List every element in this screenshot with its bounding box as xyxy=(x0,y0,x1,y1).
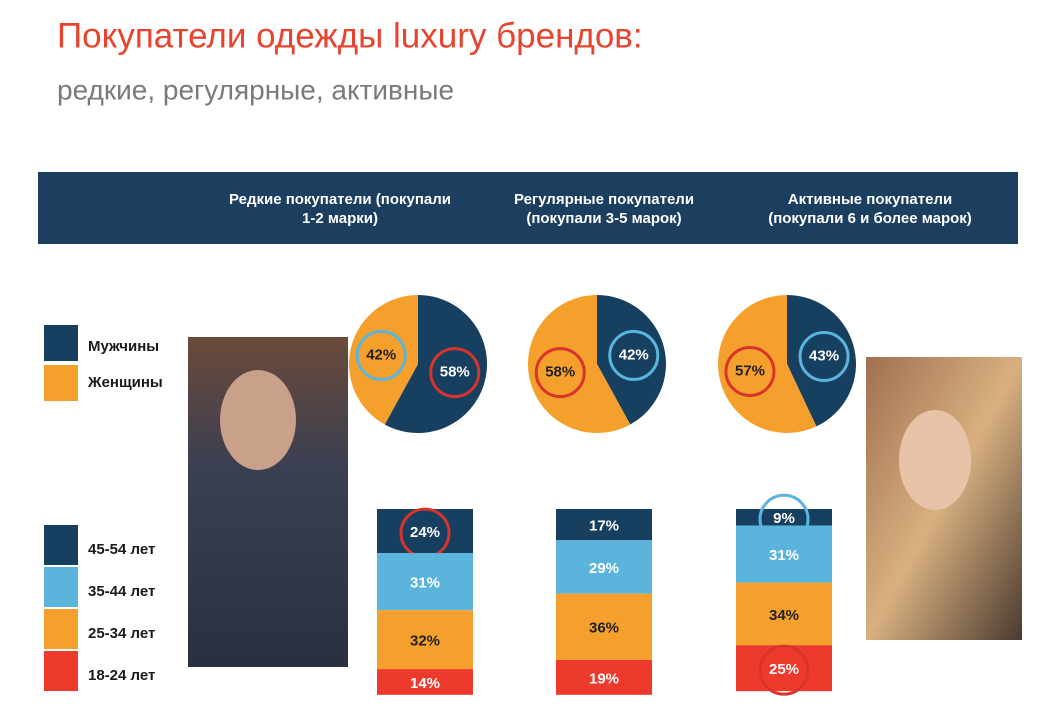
column-header: (покупали 3-5 марок) xyxy=(526,210,681,227)
title: Покупатели одежды luxury брендов: xyxy=(57,16,643,55)
bar-label: 17% xyxy=(589,518,619,535)
column-header: 1-2 марки) xyxy=(302,210,378,227)
bar-label: 32% xyxy=(410,633,440,650)
legend-swatch xyxy=(44,365,78,401)
highlight-ring xyxy=(534,347,586,399)
highlight-ring xyxy=(724,346,776,398)
bar-segment xyxy=(556,509,652,541)
pie-label: 43% xyxy=(809,347,839,364)
bar-segment xyxy=(736,525,832,583)
header-band xyxy=(38,172,1018,244)
legend-swatch xyxy=(44,651,78,691)
legend-label: Мужчины xyxy=(88,338,159,355)
pie-slice xyxy=(597,295,666,425)
bar-segment xyxy=(556,659,652,695)
pie-label: 42% xyxy=(619,346,649,363)
bar-label: 9% xyxy=(773,510,795,527)
highlight-ring xyxy=(355,329,407,381)
photo-woman-face xyxy=(899,410,971,510)
pie-slice xyxy=(528,295,631,434)
highlight-ring xyxy=(429,347,481,399)
legend-label: Женщины xyxy=(87,374,163,391)
legend-label: 18-24 лет xyxy=(88,667,155,684)
legend-swatch xyxy=(44,567,78,607)
bar-label: 31% xyxy=(769,547,799,564)
column-header: Активные покупатели xyxy=(788,191,952,208)
legend-swatch xyxy=(44,325,78,361)
highlight-ring xyxy=(758,644,810,696)
pie-label: 58% xyxy=(440,364,470,381)
legend-swatch xyxy=(44,525,78,565)
bar-label: 36% xyxy=(589,620,619,637)
bar-label: 25% xyxy=(769,661,799,678)
pie-slice xyxy=(349,295,418,425)
column-header: Редкие покупатели (покупали xyxy=(229,191,451,208)
pie-label: 58% xyxy=(545,364,575,381)
bar-segment xyxy=(556,593,652,660)
bar-label: 31% xyxy=(410,575,440,592)
highlight-ring xyxy=(608,329,660,381)
subtitle: редкие, регулярные, активные xyxy=(57,74,454,105)
pie-label: 57% xyxy=(735,362,765,379)
bar-segment xyxy=(377,553,473,611)
legend-swatch xyxy=(44,609,78,649)
pie-slice xyxy=(384,295,488,434)
bar-label: 19% xyxy=(589,670,619,687)
column-header: (покупали 6 и более марок) xyxy=(768,210,972,227)
bar-label: 14% xyxy=(410,675,440,692)
bar-segment xyxy=(377,509,473,554)
photo-man-face xyxy=(220,370,296,470)
bar-segment xyxy=(377,669,473,695)
bar-segment xyxy=(736,582,832,646)
bar-label: 24% xyxy=(410,524,440,541)
bar-label: 34% xyxy=(769,607,799,624)
bar-segment xyxy=(377,610,473,670)
pie-label: 42% xyxy=(366,346,396,363)
legend-label: 35-44 лет xyxy=(88,583,155,600)
legend-label: 45-54 лет xyxy=(88,541,155,558)
pie-slice xyxy=(717,295,817,434)
highlight-ring xyxy=(798,330,850,382)
bar-label: 29% xyxy=(589,560,619,577)
legend-label: 25-34 лет xyxy=(88,625,155,642)
pie-slice xyxy=(787,295,856,427)
column-header: Регулярные покупатели xyxy=(514,191,694,208)
bar-segment xyxy=(556,540,652,594)
bar-segment xyxy=(736,645,832,692)
